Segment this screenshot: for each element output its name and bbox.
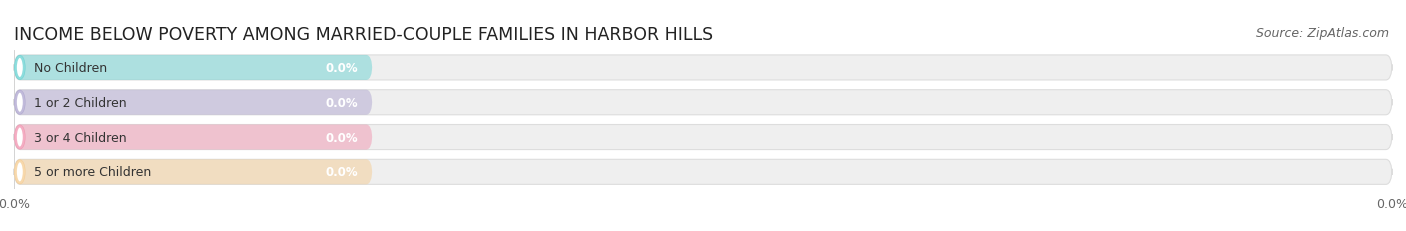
Circle shape	[15, 57, 24, 79]
Text: 1 or 2 Children: 1 or 2 Children	[34, 96, 127, 109]
Text: 3 or 4 Children: 3 or 4 Children	[34, 131, 127, 144]
Text: INCOME BELOW POVERTY AMONG MARRIED-COUPLE FAMILIES IN HARBOR HILLS: INCOME BELOW POVERTY AMONG MARRIED-COUPL…	[14, 26, 713, 44]
Text: 0.0%: 0.0%	[326, 131, 359, 144]
Text: Source: ZipAtlas.com: Source: ZipAtlas.com	[1256, 27, 1389, 40]
FancyBboxPatch shape	[14, 56, 1392, 81]
FancyBboxPatch shape	[14, 90, 1392, 115]
FancyBboxPatch shape	[14, 125, 373, 150]
FancyBboxPatch shape	[14, 160, 373, 185]
Text: 0.0%: 0.0%	[326, 62, 359, 75]
Text: 0.0%: 0.0%	[326, 96, 359, 109]
Text: 5 or more Children: 5 or more Children	[34, 166, 150, 179]
Text: No Children: No Children	[34, 62, 107, 75]
FancyBboxPatch shape	[14, 56, 373, 81]
Circle shape	[15, 161, 24, 183]
Text: 0.0%: 0.0%	[326, 166, 359, 179]
Circle shape	[15, 92, 24, 114]
FancyBboxPatch shape	[14, 160, 1392, 185]
FancyBboxPatch shape	[14, 125, 1392, 150]
Circle shape	[15, 126, 24, 149]
FancyBboxPatch shape	[14, 90, 373, 115]
